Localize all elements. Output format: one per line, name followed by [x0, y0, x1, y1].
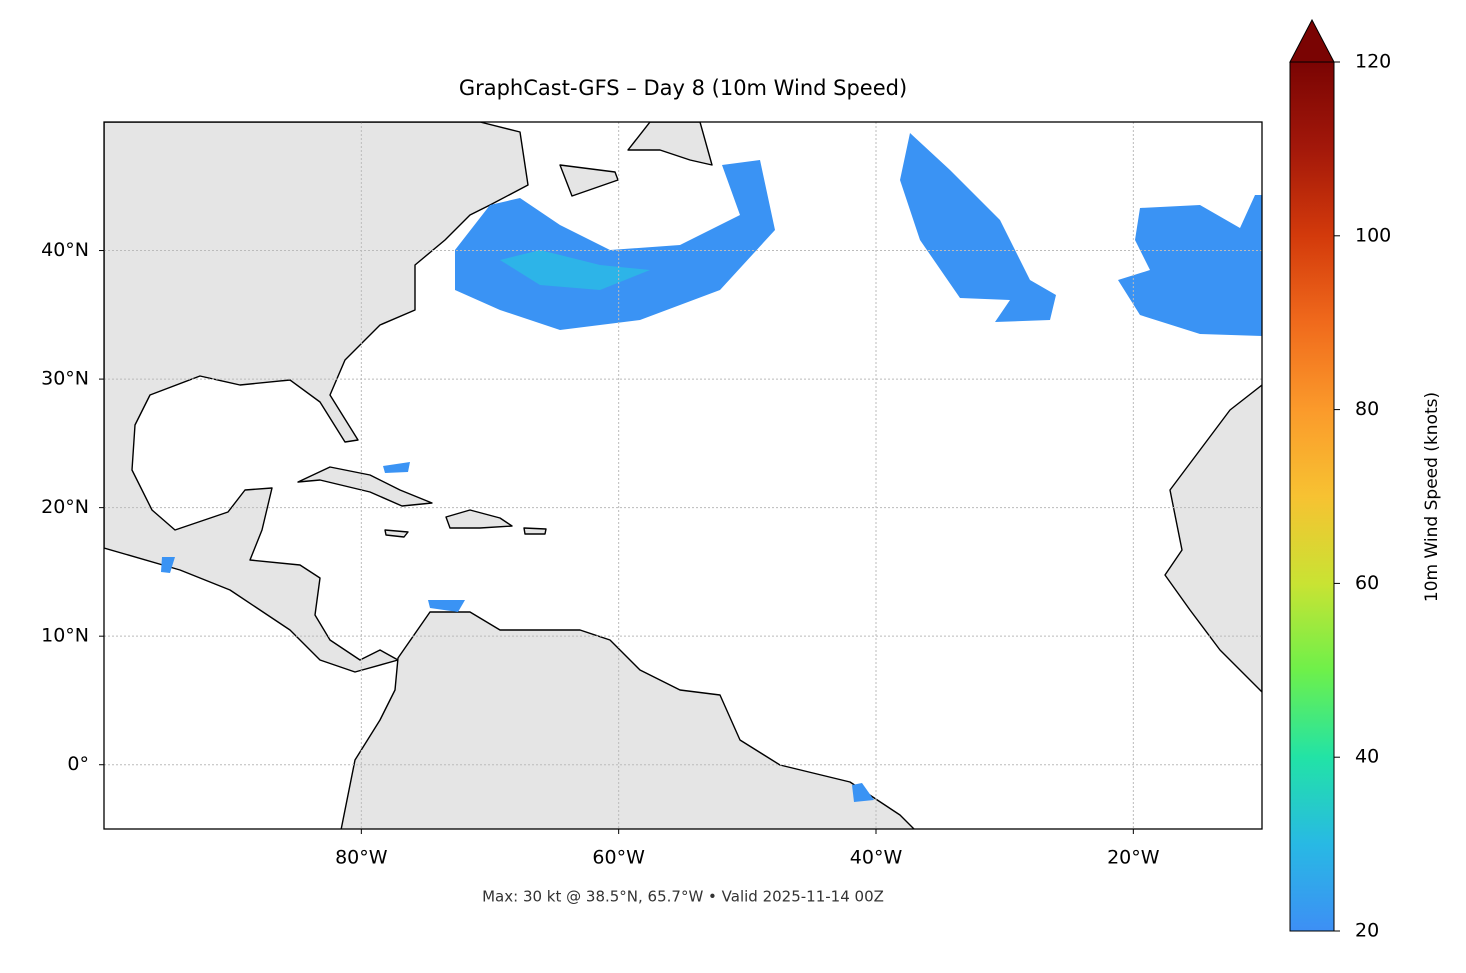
hispaniola: [445, 509, 513, 529]
north-america: [104, 122, 529, 673]
footnote: Max: 30 kt @ 38.5°N, 65.7°W • Valid 2025…: [482, 888, 884, 906]
y-tick-label: 20°N: [41, 496, 89, 518]
wind-spot: [161, 557, 175, 573]
wind-spot: [428, 600, 465, 612]
puerto-rico: [523, 527, 547, 535]
colorbar-tick-label: 80: [1355, 398, 1379, 420]
map-layer: [104, 122, 1262, 829]
cuba: [297, 466, 433, 507]
y-tick-label: 40°N: [41, 239, 89, 261]
colorbar: [1289, 61, 1335, 932]
colorbar-tick-label: 60: [1355, 572, 1379, 594]
colorbar-tick-label: 20: [1355, 920, 1379, 942]
x-tick-label: 80°W: [335, 847, 388, 869]
wind-core: [500, 250, 650, 290]
colorbar-label: 10m Wind Speed (knots): [1422, 392, 1442, 602]
x-tick-label: 60°W: [592, 847, 645, 869]
colorbar-tick-label: 40: [1355, 746, 1379, 768]
south-america: [340, 611, 915, 829]
wind-area: [455, 160, 775, 330]
wind-area: [1118, 195, 1262, 336]
x-tick-label: 20°W: [1107, 847, 1160, 869]
x-tick-label: 40°W: [850, 847, 903, 869]
y-tick-label: 0°: [67, 753, 89, 775]
colorbar-tick-label: 120: [1355, 51, 1391, 73]
y-tick-label: 30°N: [41, 368, 89, 390]
chart-title: GraphCast-GFS – Day 8 (10m Wind Speed): [459, 76, 907, 100]
plot-frame: [103, 121, 1263, 830]
africa: [1164, 384, 1262, 693]
colorbar-extend: [1289, 18, 1335, 63]
jamaica: [384, 529, 409, 538]
y-tick-label: 10°N: [41, 625, 89, 647]
nova-scotia: [559, 164, 619, 197]
wind-spot: [383, 462, 410, 473]
newfoundland: [627, 122, 713, 166]
colorbar-tick-label: 100: [1355, 224, 1391, 246]
wind-spot: [852, 783, 874, 802]
wind-area: [900, 133, 1056, 322]
